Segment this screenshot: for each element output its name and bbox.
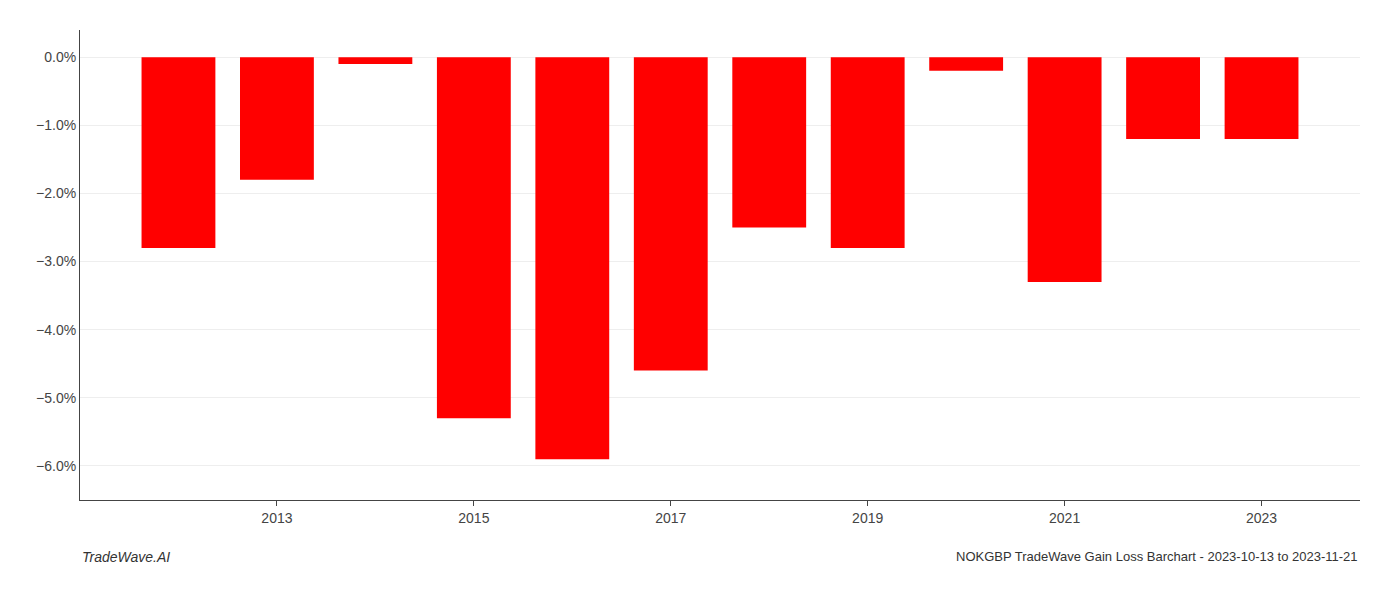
svg-text:2017: 2017 xyxy=(655,510,686,526)
svg-text:−6.0%: −6.0% xyxy=(36,458,76,474)
svg-text:−1.0%: −1.0% xyxy=(36,117,76,133)
svg-text:−3.0%: −3.0% xyxy=(36,253,76,269)
svg-text:−2.0%: −2.0% xyxy=(36,185,76,201)
svg-text:NOKGBP TradeWave Gain Loss Bar: NOKGBP TradeWave Gain Loss Barchart - 20… xyxy=(956,549,1358,564)
svg-text:2013: 2013 xyxy=(261,510,292,526)
svg-text:2015: 2015 xyxy=(458,510,489,526)
svg-text:2021: 2021 xyxy=(1049,510,1080,526)
svg-text:−5.0%: −5.0% xyxy=(36,390,76,406)
svg-text:2019: 2019 xyxy=(852,510,883,526)
svg-text:−4.0%: −4.0% xyxy=(36,322,76,338)
svg-text:2023: 2023 xyxy=(1246,510,1277,526)
svg-text:0.0%: 0.0% xyxy=(44,49,76,65)
svg-text:TradeWave.AI: TradeWave.AI xyxy=(82,549,170,565)
